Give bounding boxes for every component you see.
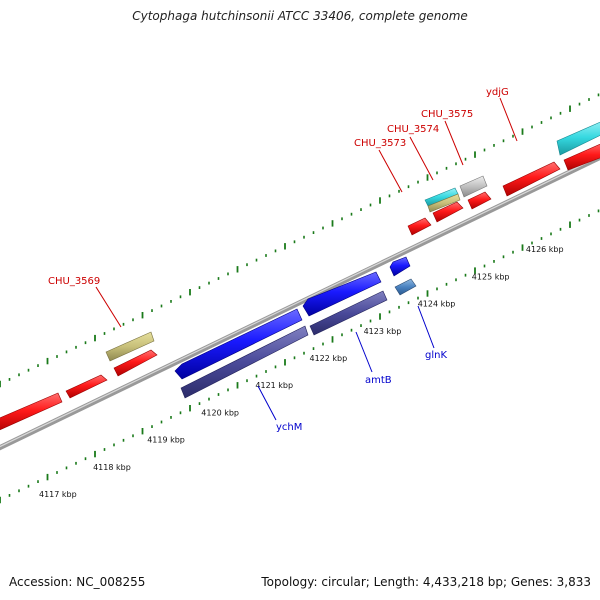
tick-label: 4124 kbp [418, 300, 456, 309]
feature-cds-reverse-ychM[interactable] [174, 308, 303, 380]
tick-row-inner [0, 209, 600, 504]
feature-cds-forward-ydjG[interactable] [502, 161, 561, 197]
gene-label-CHU_3573: CHU_3573 [354, 138, 406, 149]
tick-row-outer [0, 93, 600, 388]
feature-CHU_3569[interactable] [105, 331, 155, 362]
feature-cds-forward[interactable] [467, 191, 492, 210]
feature-reverse-amtB[interactable] [309, 290, 388, 336]
feature-cds-forward[interactable] [407, 217, 432, 236]
gene-features [0, 120, 600, 432]
tick-label: 4126 kbp [526, 245, 564, 254]
gene-label-glnK: glnK [425, 350, 447, 361]
feature-reverse-glnK[interactable] [394, 278, 417, 296]
tick-label: 4118 kbp [93, 463, 131, 472]
tick-label: 4119 kbp [147, 436, 185, 445]
feature-cds-forward[interactable] [0, 392, 63, 432]
genome-stats-text: Topology: circular; Length: 4,433,218 bp… [261, 575, 591, 589]
tick-label: 4123 kbp [364, 327, 402, 336]
genome-backbone-highlight [0, 155, 600, 448]
feature-rrna[interactable] [556, 120, 600, 156]
gene-label-ydjG: ydjG [486, 87, 509, 98]
gene-label-CHU_3575: CHU_3575 [421, 109, 473, 120]
tick-label: 4121 kbp [255, 381, 293, 390]
genome-backbone [0, 154, 600, 451]
accession-text: Accession: NC_008255 [9, 575, 146, 589]
feature-CHU_3575[interactable] [459, 175, 488, 198]
feature-cds-forward[interactable] [432, 201, 464, 223]
feature-cds-reverse-glnK[interactable] [389, 256, 411, 277]
map-title: Cytophaga hutchinsonii ATCC 33406, compl… [132, 9, 468, 23]
gene-label-ychM: ychM [276, 422, 302, 433]
feature-cds-forward[interactable] [65, 374, 108, 399]
tick-label: 4125 kbp [472, 272, 510, 281]
feature-CHU_3574[interactable] [427, 193, 461, 213]
gene-label-amtB: amtB [365, 375, 392, 386]
tick-label: 4120 kbp [201, 408, 239, 417]
tick-label: 4122 kbp [310, 354, 348, 363]
feature-cds-reverse-amtB[interactable] [302, 271, 382, 317]
feature-reverse-ychM[interactable] [180, 325, 309, 399]
feature-cds-forward[interactable] [563, 142, 600, 171]
tick-label: 4117 kbp [39, 490, 77, 499]
gene-label-CHU_3569: CHU_3569 [48, 276, 100, 287]
gene-label-CHU_3574: CHU_3574 [387, 124, 439, 135]
label-leaders [95, 97, 518, 421]
feature-cds-forward[interactable] [113, 349, 158, 377]
kbp-scale: 4117 kbp 4118 kbp 4119 kbp 4120 kbp 4121 kbp… [39, 245, 564, 499]
